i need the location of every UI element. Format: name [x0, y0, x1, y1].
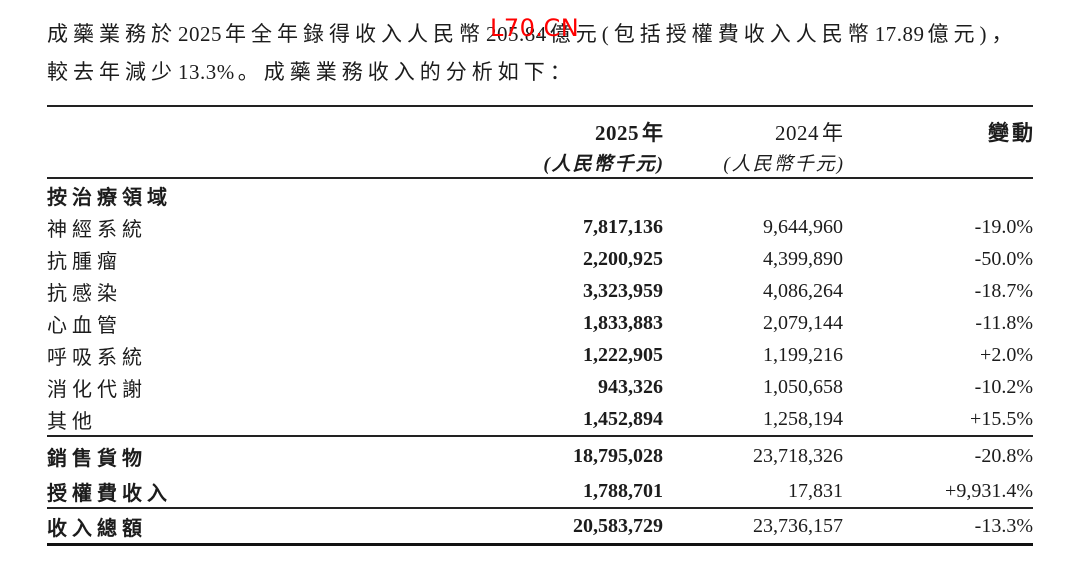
value-2025: 1,222,905 [583, 343, 663, 366]
value-2024: 23,736,157 [753, 514, 843, 537]
table-subtotal-rule [47, 435, 1033, 437]
subtotal-row-license: 授權費收入 1,788,701 17,831 +9,931.4% [47, 472, 1033, 507]
subtotal-row-goods: 銷售貨物 18,795,028 23,718,326 -20.8% [47, 437, 1033, 472]
change-value: +2.0% [980, 343, 1033, 366]
watermark: L70.CN [490, 14, 580, 42]
row-label: 收入總額 [47, 517, 147, 540]
subheader-2024-currency: (人民幣千元) [723, 153, 845, 175]
change-value: -50.0% [974, 247, 1033, 270]
header-2025: 2025 年 [595, 121, 666, 145]
change-value: -20.8% [974, 444, 1033, 467]
value-2025: 1,788,701 [583, 479, 663, 502]
value-2025: 2,200,925 [583, 247, 663, 270]
row-label: 其他 [47, 410, 97, 433]
change-value: +9,931.4% [945, 479, 1033, 502]
value-2024: 17,831 [788, 479, 843, 502]
value-2024: 4,086,264 [763, 279, 843, 302]
table-row: 抗感染 3,323,959 4,086,264 -18.7% [47, 275, 1033, 307]
value-2024: 1,050,658 [763, 375, 843, 398]
value-2025: 20,583,729 [573, 514, 663, 537]
table-row: 消化代謝 943,326 1,050,658 -10.2% [47, 371, 1033, 403]
document-page: L70.CN 成藥業務於2025 年全年錄得收入人民幣205.84 億元(包括授權費… [0, 15, 1080, 587]
change-value: -10.2% [974, 375, 1033, 398]
value-2025: 1,452,894 [583, 407, 663, 430]
table-subheader-row: (人民幣千元) (人民幣千元) [47, 147, 1033, 177]
value-2024: 9,644,960 [763, 215, 843, 238]
change-value: -19.0% [974, 215, 1033, 238]
table-row: 神經系統 7,817,136 9,644,960 -19.0% [47, 211, 1033, 243]
value-2025: 3,323,959 [583, 279, 663, 302]
paragraph-line-2: 較去年減少13.3% 。成藥業務收入的分析如下： [47, 60, 576, 84]
row-label: 消化代謝 [47, 378, 147, 401]
table-header-rule [47, 177, 1033, 179]
table-row: 呼吸系統 1,222,905 1,199,216 +2.0% [47, 339, 1033, 371]
row-label: 授權費收入 [47, 482, 172, 505]
row-label: 抗腫瘤 [47, 250, 122, 273]
value-2024: 23,718,326 [753, 444, 843, 467]
change-value: -18.7% [974, 279, 1033, 302]
table-header-row: 2025 年 2024 年 變動 [47, 107, 1033, 147]
value-2024: 1,199,216 [763, 343, 843, 366]
paragraph-line-1: 成藥業務於2025 年全年錄得收入人民幣205.84 億元(包括授權費收入人民幣17… [47, 22, 1018, 46]
row-label: 呼吸系統 [47, 346, 147, 369]
change-value: -11.8% [975, 311, 1033, 334]
total-row: 收入總額 20,583,729 23,736,157 -13.3% [47, 509, 1033, 543]
value-2025: 7,817,136 [583, 215, 663, 238]
table-row: 心血管 1,833,883 2,079,144 -11.8% [47, 307, 1033, 339]
row-label: 銷售貨物 [47, 447, 147, 470]
value-2024: 4,399,890 [763, 247, 843, 270]
value-2025: 1,833,883 [583, 311, 663, 334]
value-2024: 2,079,144 [763, 311, 843, 334]
value-2024: 1,258,194 [763, 407, 843, 430]
row-label: 神經系統 [47, 218, 147, 241]
table-top-rule [47, 105, 1033, 107]
table-row: 抗腫瘤 2,200,925 4,399,890 -50.0% [47, 243, 1033, 275]
change-value: +15.5% [970, 407, 1033, 430]
table-total-rule [47, 507, 1033, 509]
section-header-row: 按治療領域 [47, 179, 1033, 211]
revenue-table: 2025 年 2024 年 變動 (人民幣千元) (人民幣千元) 按治療領域 神經系… [47, 105, 1033, 546]
table-row: 其他 1,452,894 1,258,194 +15.5% [47, 403, 1033, 435]
value-2025: 18,795,028 [573, 444, 663, 467]
header-change: 變動 [988, 121, 1036, 145]
row-label: 心血管 [47, 314, 122, 337]
change-value: -13.3% [974, 514, 1033, 537]
section-header: 按治療領域 [47, 186, 172, 209]
row-label: 抗感染 [47, 282, 122, 305]
intro-paragraph: 成藥業務於2025 年全年錄得收入人民幣205.84 億元(包括授權費收入人民幣17… [47, 15, 1033, 91]
table-bottom-rule [47, 543, 1033, 546]
header-2024: 2024 年 [775, 121, 846, 145]
value-2025: 943,326 [598, 375, 663, 398]
subheader-2025-currency: (人民幣千元) [543, 153, 665, 175]
